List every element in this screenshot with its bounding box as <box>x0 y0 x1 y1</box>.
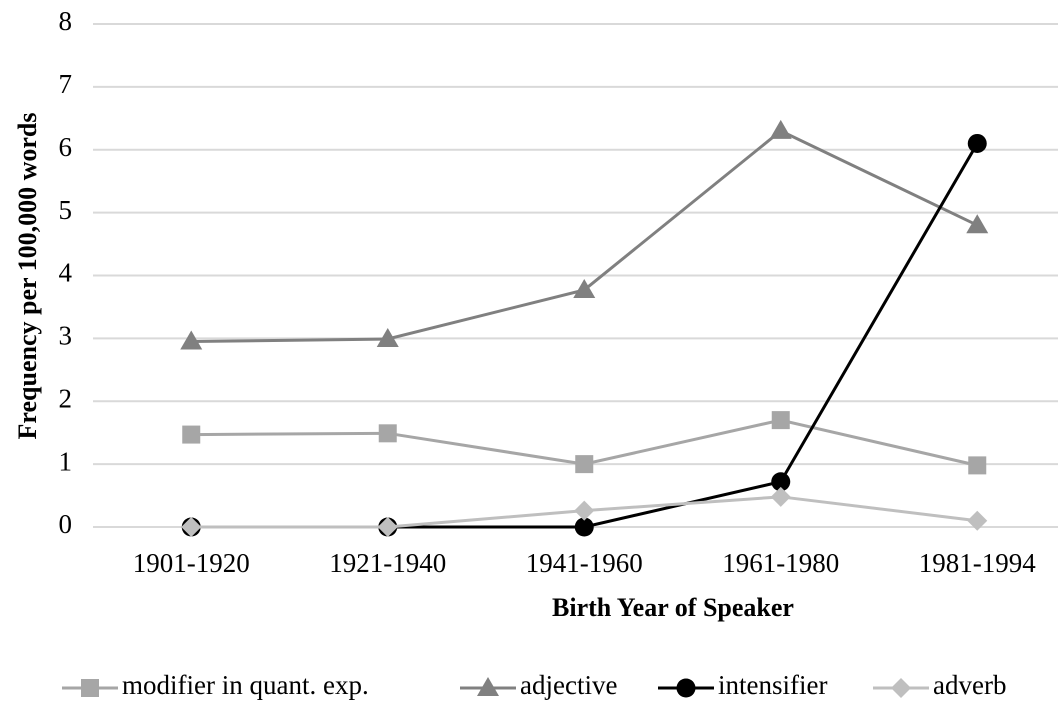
marker <box>376 328 399 348</box>
legend-label: adjective <box>520 670 617 700</box>
marker <box>676 678 696 698</box>
marker <box>967 510 988 531</box>
y-tick-label: 2 <box>59 383 73 413</box>
y-tick-label: 5 <box>59 195 73 225</box>
marker <box>967 133 987 153</box>
y-tick-label: 8 <box>59 6 73 36</box>
series-line <box>191 129 978 344</box>
x-tick-label: 1981-1994 <box>919 548 1036 578</box>
marker <box>771 472 791 492</box>
marker <box>477 677 499 696</box>
y-tick-label: 0 <box>59 509 73 539</box>
marker <box>378 424 397 443</box>
x-tick-label: 1961-1980 <box>722 548 839 578</box>
marker <box>968 456 987 475</box>
marker <box>574 500 595 521</box>
marker <box>377 517 398 537</box>
y-tick-label: 6 <box>59 132 73 162</box>
y-tick-label: 1 <box>59 446 73 476</box>
marker <box>575 455 594 474</box>
marker <box>770 486 791 507</box>
x-tick-label: 1941-1960 <box>526 548 643 578</box>
x-axis-label: Birth Year of Speaker <box>552 593 794 622</box>
y-tick-label: 4 <box>59 258 73 288</box>
x-tick-label: 1921-1940 <box>329 548 446 578</box>
marker <box>891 678 911 698</box>
marker <box>574 517 594 537</box>
legend-label: adverb <box>933 670 1006 700</box>
marker <box>573 278 596 298</box>
legend-label: modifier in quant. exp. <box>122 670 369 700</box>
marker <box>771 411 790 430</box>
x-tick-label: 1901-1920 <box>133 548 250 578</box>
marker <box>966 214 989 234</box>
marker <box>182 425 201 444</box>
marker <box>769 119 792 139</box>
marker <box>181 517 202 537</box>
marker <box>81 679 99 697</box>
y-tick-label: 3 <box>59 321 73 351</box>
y-tick-label: 7 <box>59 69 73 99</box>
y-axis-label: Frequency per 100,000 words <box>13 113 42 440</box>
legend-label: intensifier <box>718 670 827 700</box>
marker <box>180 330 203 350</box>
